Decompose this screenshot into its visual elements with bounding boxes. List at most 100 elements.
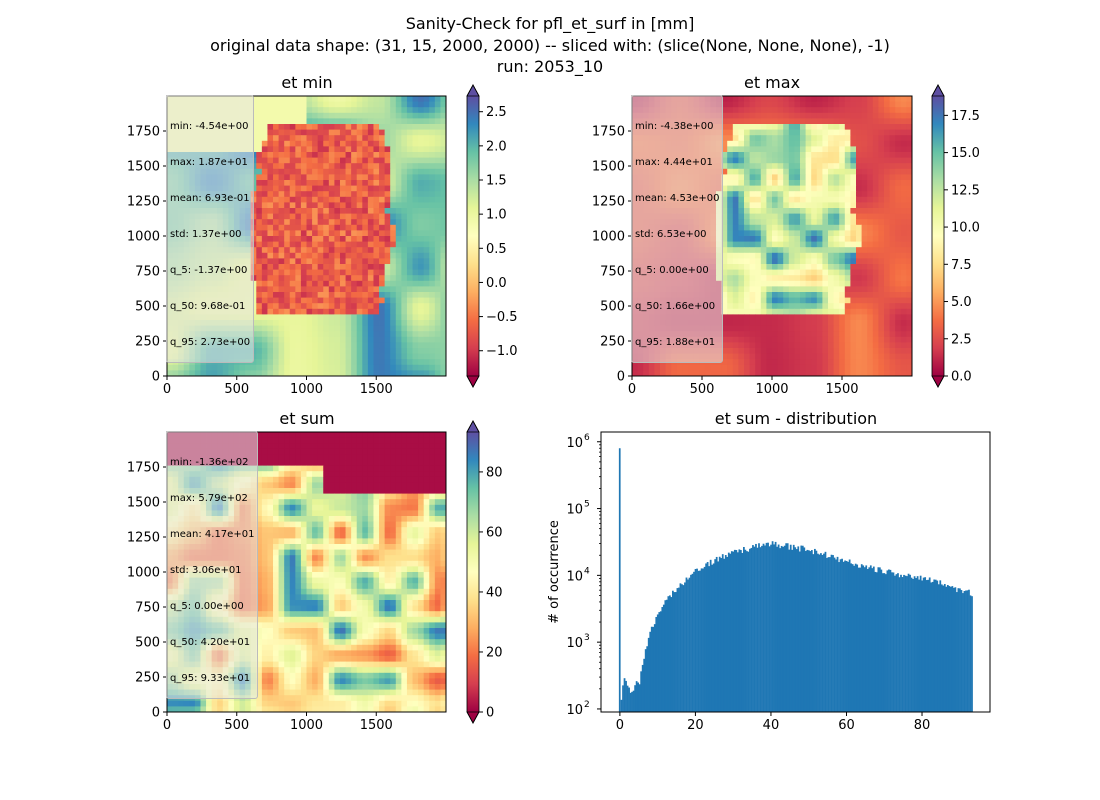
- histogram-bar: [871, 568, 874, 712]
- histogram-bar: [746, 551, 748, 712]
- histogram-bar: [789, 544, 792, 712]
- stat-min: min: -4.54e+00: [170, 121, 249, 132]
- y-tick-label: 10: [566, 703, 583, 718]
- histogram-bar: [685, 577, 688, 712]
- histogram-bar: [647, 637, 650, 712]
- histogram-bar: [779, 548, 782, 712]
- histogram-bar: [744, 549, 747, 712]
- histogram-bar: [856, 564, 859, 712]
- histogram-bar: [901, 577, 904, 712]
- histogram-bar: [907, 573, 910, 712]
- histogram-bar: [764, 545, 766, 712]
- histogram-bar: [765, 542, 768, 712]
- histogram-bar: [688, 577, 691, 712]
- histogram-bar: [814, 548, 816, 712]
- histogram-bar: [661, 607, 664, 712]
- colorbar-tick-label: 5.0: [951, 295, 972, 310]
- histogram-bar: [957, 588, 960, 712]
- histogram-bar: [783, 545, 786, 712]
- histogram-bar: [940, 584, 943, 712]
- histogram-bar: [898, 577, 901, 712]
- histogram-bar: [827, 557, 830, 712]
- histogram-bar: [720, 558, 723, 712]
- histogram-bar: [620, 699, 623, 712]
- histogram-bar: [928, 577, 931, 712]
- colorbar-tick-label: 17.5: [951, 109, 980, 124]
- histogram-bar: [927, 579, 930, 712]
- stat-q5: q_5: 0.00e+00: [170, 601, 244, 612]
- histogram-bar: [968, 589, 970, 712]
- x-tick-label: 20: [687, 718, 704, 733]
- histogram-bar: [658, 612, 661, 712]
- y-tick-label: 250: [600, 335, 625, 350]
- y-tick-label: 500: [135, 636, 160, 651]
- histogram-bar: [678, 587, 680, 712]
- colorbar-tick-label: 10.0: [951, 221, 980, 236]
- histogram-bar: [718, 556, 721, 712]
- stat-max: max: 5.79e+02: [170, 493, 248, 504]
- histogram-bar: [810, 550, 813, 712]
- colorbar-tick-label: 0.0: [486, 276, 507, 291]
- colorbar-extend-top: [466, 420, 480, 433]
- x-tick-label: 40: [763, 718, 780, 733]
- colorbar-gradient: [932, 96, 944, 376]
- stat-q50: q_50: 9.68e-01: [170, 301, 246, 312]
- histogram-bar: [739, 550, 742, 712]
- histogram-bar: [949, 586, 952, 712]
- colorbar-tick-label: 0: [486, 706, 494, 721]
- colorbar-et-max: 0.0 2.5 5.0 7.5 10.0 12.5 15.0 17.5: [931, 84, 980, 388]
- y-tick-exponent: 2: [584, 700, 590, 710]
- histogram-bar: [650, 626, 653, 712]
- histogram-bar: [829, 557, 831, 712]
- histogram-bar: [670, 597, 673, 712]
- histogram-bar: [637, 682, 640, 712]
- histogram-bar: [730, 551, 733, 712]
- histogram-bar: [717, 561, 720, 712]
- histogram-bar: [875, 572, 878, 712]
- histogram-bar: [883, 573, 886, 712]
- histogram-bar: [672, 590, 674, 712]
- histogram-bar: [924, 577, 927, 712]
- histogram-bar: [625, 680, 627, 712]
- histogram-bar: [804, 551, 807, 712]
- stat-std: std: 6.53e+00: [635, 229, 707, 240]
- histogram-bar: [629, 692, 632, 712]
- histogram-bar: [845, 560, 848, 712]
- histogram-bar: [691, 573, 694, 712]
- histogram-bar: [756, 547, 759, 712]
- histogram-bar: [653, 624, 656, 712]
- stat-mean: mean: 4.53e+00: [635, 193, 720, 204]
- histogram-bar: [749, 548, 751, 712]
- histogram-bar: [910, 577, 913, 712]
- colorbar-tick-label: 0.5: [486, 242, 507, 257]
- histogram-bar: [733, 549, 736, 712]
- y-tick-label: 1000: [592, 230, 625, 245]
- x-tick-label: 0: [163, 382, 171, 397]
- histogram-bar: [848, 559, 851, 712]
- colorbar-tick-label: 2.5: [951, 332, 972, 347]
- histogram-bar: [668, 595, 671, 712]
- histogram-bar: [634, 685, 636, 712]
- stat-std: std: 1.37e+00: [170, 229, 242, 240]
- histogram-bar: [715, 556, 718, 712]
- histogram-bar: [644, 649, 647, 712]
- histogram-bar: [809, 551, 812, 712]
- histogram-bar: [836, 556, 839, 712]
- y-tick-label: 1000: [127, 230, 160, 245]
- colorbar-tick-label: 12.5: [951, 183, 980, 198]
- histogram-bar: [894, 575, 896, 712]
- histogram-bar: [971, 596, 973, 712]
- panel-title: et max: [744, 73, 800, 92]
- y-tick-exponent: 5: [584, 500, 590, 510]
- histogram-bar: [776, 546, 778, 712]
- histogram-bar: [895, 574, 898, 712]
- histogram-bar: [933, 579, 936, 712]
- histogram-bar: [862, 565, 865, 712]
- y-tick-label: 0: [152, 370, 160, 385]
- x-tick-label: 60: [838, 718, 855, 733]
- stat-std: std: 3.06e+01: [170, 565, 242, 576]
- histogram-bar: [904, 575, 907, 712]
- histogram-bar: [942, 585, 945, 712]
- stat-mean: mean: 4.17e+01: [170, 529, 255, 540]
- histogram-bar: [880, 569, 883, 712]
